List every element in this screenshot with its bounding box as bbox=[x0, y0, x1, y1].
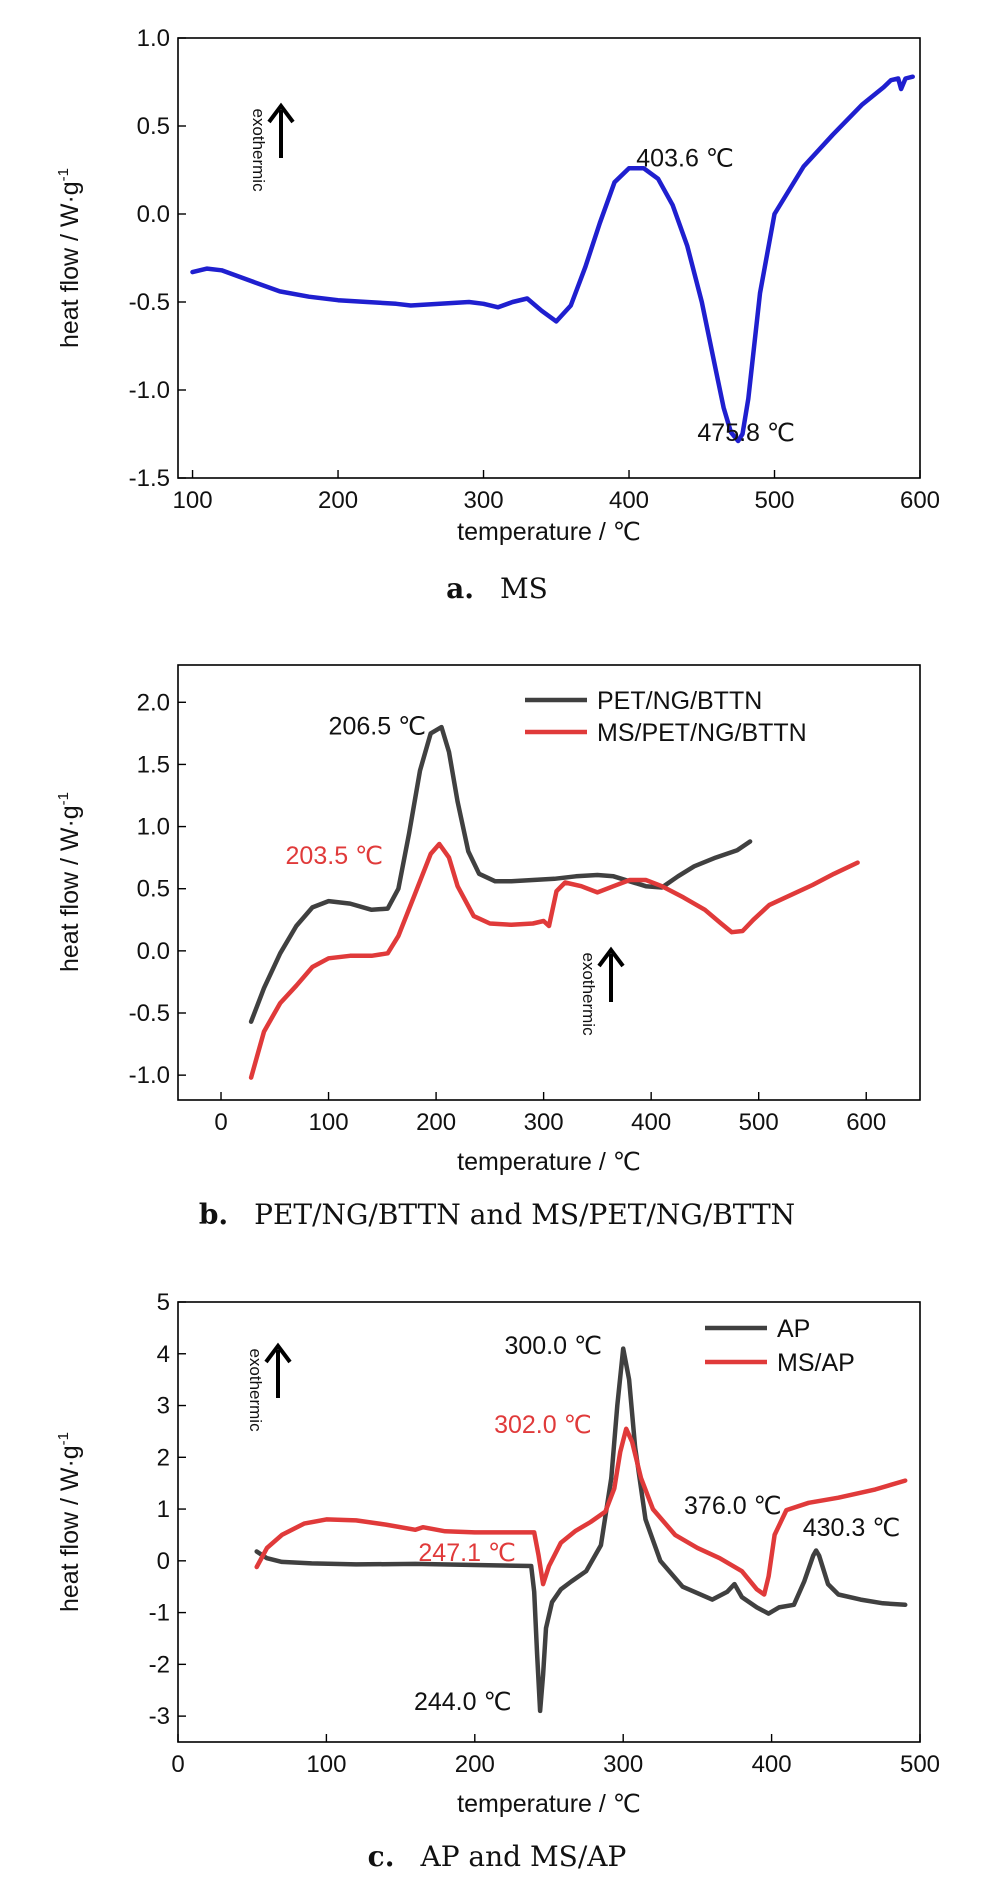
chart-b-exothermic-arrowhead-icon bbox=[597, 946, 625, 968]
chart-c-xtick-label: 100 bbox=[306, 1751, 346, 1778]
chart-b-annotation: 203.5 ℃ bbox=[286, 842, 384, 870]
chart-b-annotation: 206.5 ℃ bbox=[329, 713, 427, 741]
chart-a-annotation: 403.6 ℃ bbox=[636, 144, 734, 172]
chart-a-series-line bbox=[190, 74, 915, 444]
chart-b-ytick-label: 1.5 bbox=[137, 751, 170, 778]
caption-b-letter: b. bbox=[198, 1198, 229, 1231]
chart-a-svg: 100 200 300 400 500 600 -1.5 -1.0 -0.5 0.0 0.5 1.0 t… bbox=[55, 25, 940, 546]
chart-c-ylabel-sup: -1 bbox=[55, 1432, 72, 1445]
chart-c-ytick-label: 4 bbox=[157, 1341, 170, 1368]
caption-c-letter: c. bbox=[367, 1840, 395, 1873]
chart-c-ytick-label: -3 bbox=[149, 1703, 170, 1730]
caption-b: b. PET/NG/BTTN and MS/PET/NG/BTTN bbox=[0, 1198, 994, 1231]
chart-b-xtick-label: 300 bbox=[524, 1109, 564, 1136]
chart-c-legend-label: AP bbox=[777, 1315, 810, 1343]
chart-b-xtick-label: 200 bbox=[416, 1109, 456, 1136]
chart-a-ytick-label: -0.5 bbox=[129, 289, 170, 316]
chart-c-svg: 0 100 200 300 400 500 -3 -2 -1 0 1 2 3 4 5 temperature … bbox=[55, 1289, 940, 1818]
chart-c-legend-label: MS/AP bbox=[777, 1349, 855, 1377]
chart-a-xtick-label: 300 bbox=[464, 487, 504, 514]
chart-a-ytick-label: 0.0 bbox=[137, 201, 170, 228]
chart-panel-b: 0 100 200 300 400 500 600 -1.0 -0.5 0.0 0.5 1.0 1.5 2… bbox=[0, 620, 994, 1250]
chart-b-ytick-label: 2.0 bbox=[137, 689, 170, 716]
chart-b-xlabel: temperature / ℃ bbox=[457, 1148, 641, 1176]
chart-a-ylabel: heat flow / W·g-1 bbox=[55, 168, 84, 348]
chart-c-ytick-label: 0 bbox=[157, 1548, 170, 1575]
chart-c-xtick-label: 200 bbox=[455, 1751, 495, 1778]
chart-b-plot-frame bbox=[177, 664, 921, 1101]
chart-b-xtick-label: 100 bbox=[309, 1109, 349, 1136]
chart-c-annotation: 376.0 ℃ bbox=[684, 1492, 782, 1520]
caption-c-text: AP and MS/AP bbox=[420, 1840, 627, 1873]
chart-b-series-ms-pet-ng-bttn bbox=[248, 841, 860, 1080]
chart-a-xtick-label: 500 bbox=[754, 487, 794, 514]
chart-a-xlabel: temperature / ℃ bbox=[457, 518, 641, 546]
chart-c-plot-frame bbox=[177, 1301, 921, 1743]
chart-b-ytick-label: 0.0 bbox=[137, 938, 170, 965]
chart-a-xtick-label: 100 bbox=[173, 487, 213, 514]
chart-a-ytick-label: -1.0 bbox=[129, 377, 170, 404]
chart-c-annotation: 302.0 ℃ bbox=[494, 1411, 592, 1439]
chart-c-series-ap bbox=[254, 1346, 908, 1714]
caption-a: a. MS bbox=[0, 572, 994, 605]
chart-b-ytick-label: -1.0 bbox=[129, 1062, 170, 1089]
chart-a-ytick-label: -1.5 bbox=[129, 465, 170, 492]
chart-c-xtick-label: 0 bbox=[171, 1751, 184, 1778]
chart-a-plot-frame bbox=[177, 37, 921, 479]
chart-b-ytick-label: 1.0 bbox=[137, 814, 170, 841]
chart-c-ytick-label: 3 bbox=[157, 1393, 170, 1420]
caption-c: c. AP and MS/AP bbox=[0, 1840, 994, 1873]
chart-b-xtick-label: 500 bbox=[739, 1109, 779, 1136]
chart-a-ytick-label: 1.0 bbox=[137, 25, 170, 52]
chart-c-exothermic-arrowhead-icon bbox=[264, 1342, 292, 1364]
chart-a-exothermic-arrowhead-icon bbox=[267, 102, 295, 124]
chart-c-annotation: 430.3 ℃ bbox=[803, 1514, 901, 1542]
chart-b-xtick-label: 0 bbox=[214, 1109, 227, 1136]
chart-a-annotation: 475.8 ℃ bbox=[697, 419, 795, 447]
chart-b-legend-label: PET/NG/BTTN bbox=[597, 687, 762, 715]
chart-c-ylabel: heat flow / W·g-1 bbox=[55, 1432, 84, 1612]
chart-a-exothermic-label: exothermic bbox=[249, 108, 268, 192]
chart-b-ylabel-sup: -1 bbox=[55, 792, 72, 805]
chart-c-exothermic-label: exothermic bbox=[246, 1348, 265, 1432]
chart-c-series-ms-ap bbox=[254, 1426, 908, 1597]
chart-c-ytick-label: 1 bbox=[157, 1496, 170, 1523]
chart-b-ytick-label: 0.5 bbox=[137, 876, 170, 903]
chart-b-series-pet-ng-bttn bbox=[248, 724, 753, 1024]
chart-a-xtick-label: 200 bbox=[318, 487, 358, 514]
chart-c-ytick-label: 5 bbox=[157, 1289, 170, 1316]
chart-c-annotation: 244.0 ℃ bbox=[414, 1688, 512, 1716]
chart-b-ytick-label: -0.5 bbox=[129, 1000, 170, 1027]
chart-b-exothermic-label: exothermic bbox=[579, 952, 598, 1036]
chart-b-legend-label: MS/PET/NG/BTTN bbox=[597, 719, 807, 747]
chart-panel-a: 100 200 300 400 500 600 -1.5 -1.0 -0.5 0.0 0.5 1.0 t… bbox=[0, 0, 994, 620]
chart-b-xtick-label: 400 bbox=[631, 1109, 671, 1136]
chart-c-annotation: 300.0 ℃ bbox=[504, 1332, 602, 1360]
caption-a-text: MS bbox=[500, 572, 548, 605]
chart-c-xtick-label: 500 bbox=[900, 1751, 940, 1778]
chart-c-ytick-label: 2 bbox=[157, 1444, 170, 1471]
caption-a-letter: a. bbox=[446, 572, 475, 605]
chart-a-xtick-label: 400 bbox=[609, 487, 649, 514]
chart-b-svg: 0 100 200 300 400 500 600 -1.0 -0.5 0.0 0.5 1.0 1.5 2… bbox=[55, 664, 921, 1176]
chart-c-annotation: 247.1 ℃ bbox=[418, 1539, 516, 1567]
chart-c-ytick-label: -1 bbox=[149, 1600, 170, 1627]
caption-b-text: PET/NG/BTTN and MS/PET/NG/BTTN bbox=[254, 1198, 796, 1231]
chart-c-xtick-label: 300 bbox=[603, 1751, 643, 1778]
chart-c-xtick-label: 400 bbox=[752, 1751, 792, 1778]
chart-b-ylabel: heat flow / W·g-1 bbox=[55, 792, 84, 972]
chart-a-xtick-label: 600 bbox=[900, 487, 940, 514]
chart-c-ytick-label: -2 bbox=[149, 1651, 170, 1678]
chart-b-xtick-label: 600 bbox=[846, 1109, 886, 1136]
chart-a-ytick-label: 0.5 bbox=[137, 113, 170, 140]
chart-c-xlabel: temperature / ℃ bbox=[457, 1790, 641, 1818]
chart-a-ylabel-sup: -1 bbox=[55, 168, 72, 181]
chart-panel-c: 0 100 200 300 400 500 -3 -2 -1 0 1 2 3 4 5 temperature … bbox=[0, 1250, 994, 1891]
